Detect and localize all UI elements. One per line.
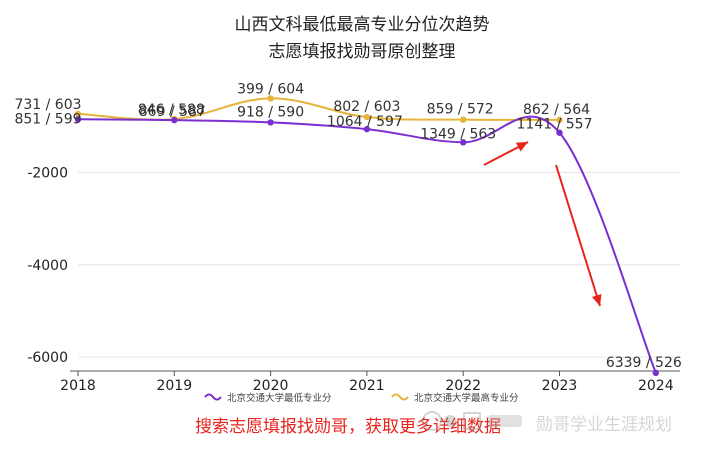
data-label: 1064 / 597 xyxy=(327,114,403,130)
data-label: 399 / 604 xyxy=(237,81,304,97)
legend-label: 北京交通大学最低专业分 xyxy=(227,392,332,404)
y-tick-label: -2000 xyxy=(27,165,68,181)
annotation-arrow-down xyxy=(555,164,601,307)
data-label: 862 / 564 xyxy=(523,102,590,118)
chart-subtitle: 志愿填报找勋哥原创整理 xyxy=(268,42,456,62)
data-point xyxy=(556,116,563,124)
data-point xyxy=(267,119,274,126)
data-point xyxy=(74,116,82,123)
watermark-text: 勋哥学业生涯规划 xyxy=(536,415,672,435)
data-label: 731 / 603 xyxy=(14,97,81,113)
y-tick-label: -6000 xyxy=(27,350,68,366)
data-point xyxy=(74,110,82,117)
legend-label: 北京交通大学最高专业分 xyxy=(414,392,519,404)
x-tick-label: 2020 xyxy=(253,378,289,394)
watermark-logo-icon xyxy=(422,411,522,431)
series-line xyxy=(77,115,657,374)
data-point xyxy=(363,113,371,121)
x-tick-label: 2018 xyxy=(60,378,96,394)
data-label: 1349 / 563 xyxy=(420,126,496,142)
data-label: 802 / 603 xyxy=(333,99,400,115)
data-label: 859 / 572 xyxy=(427,102,494,118)
x-tick-label: 2019 xyxy=(156,378,192,394)
x-tick-label: 2024 xyxy=(638,378,674,394)
legend-swatch xyxy=(204,393,222,401)
data-label: 851 / 599 xyxy=(14,111,81,127)
data-point xyxy=(171,116,178,124)
data-point xyxy=(460,116,467,123)
data-label: 1141 / 557 xyxy=(517,117,593,133)
x-tick-label: 2022 xyxy=(445,378,481,394)
annotation-arrow-up-head xyxy=(515,142,528,152)
data-point xyxy=(460,139,467,146)
data-point xyxy=(363,125,371,133)
data-label: 869 / 587 xyxy=(139,104,206,120)
data-label: 6339 / 526 xyxy=(606,355,682,371)
promo-text: 搜索志愿填报找勋哥，获取更多详细数据 xyxy=(195,417,501,437)
x-tick-label: 2021 xyxy=(349,378,385,394)
chart-title: 山西文科最低最高专业分位次趋势 xyxy=(234,15,490,35)
y-tick-label: -4000 xyxy=(27,258,68,274)
watermark: 勋哥学业生涯规划 xyxy=(420,407,710,437)
data-label: 918 / 590 xyxy=(237,104,304,120)
data-label: 846 / 588 xyxy=(138,102,205,118)
legend-swatch xyxy=(391,393,409,401)
annotation-arrow-down-head xyxy=(591,294,602,306)
data-point xyxy=(556,129,563,136)
data-point xyxy=(652,369,659,377)
data-point xyxy=(267,95,274,102)
x-tick-label: 2023 xyxy=(542,378,578,394)
